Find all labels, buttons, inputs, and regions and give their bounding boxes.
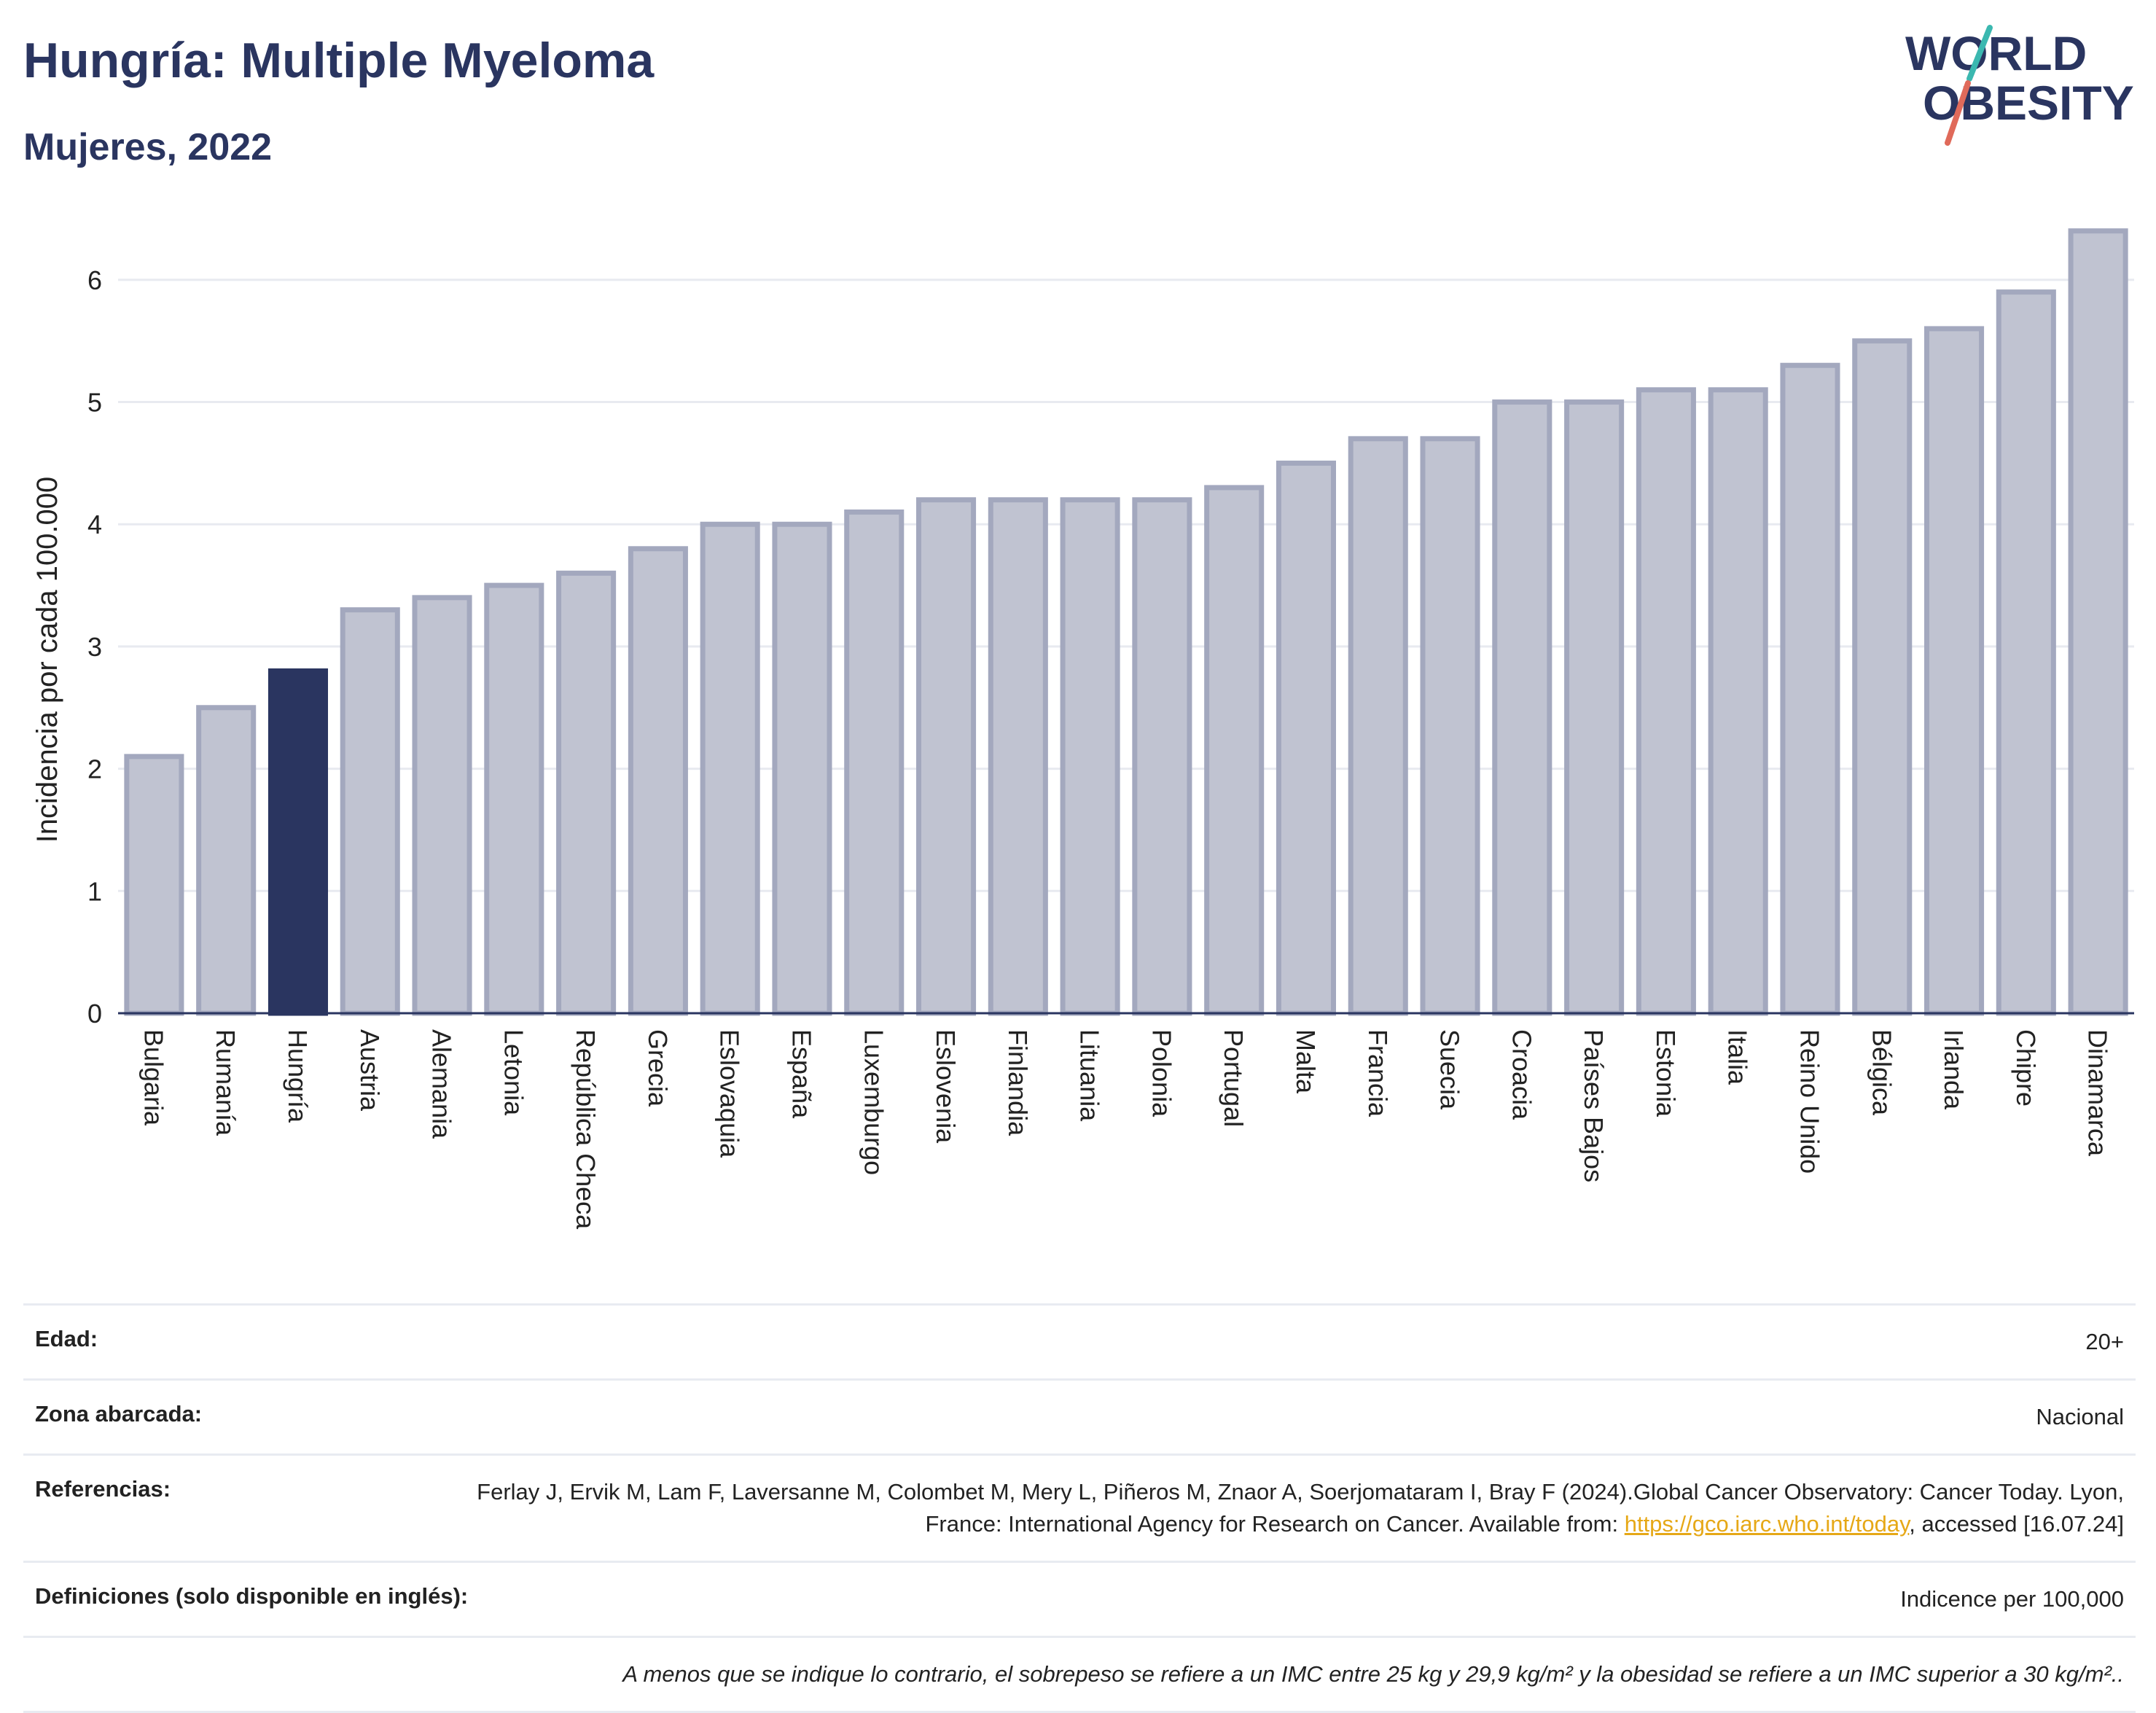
bar-suecia[interactable]	[1420, 436, 1480, 1016]
definitions-value: Indicence per 100,000	[1900, 1586, 2124, 1612]
bar-malta[interactable]	[1276, 460, 1337, 1016]
x-tick-label: Francia	[1363, 1029, 1393, 1117]
x-tick-label: Polonia	[1147, 1029, 1176, 1117]
references-link[interactable]: https://gco.iarc.who.int/today	[1624, 1511, 1910, 1537]
x-tick-label: Hungría	[283, 1029, 313, 1123]
x-tick-label: República Checa	[571, 1029, 601, 1230]
x-tick-label: Suecia	[1435, 1029, 1465, 1110]
x-tick-label: Croacia	[1507, 1029, 1536, 1120]
x-tick-label: Alemania	[427, 1029, 457, 1139]
bar-francia[interactable]	[1348, 436, 1408, 1016]
page-subtitle: Mujeres, 2022	[23, 126, 273, 168]
logo-slash-teal	[1966, 25, 1993, 82]
x-tick-label: Irlanda	[1939, 1029, 1969, 1110]
logo-text-world: WORLD	[1905, 26, 2087, 80]
x-tick-label: Austria	[355, 1029, 385, 1112]
bar-grecia[interactable]	[628, 546, 688, 1016]
x-tick-label: Rumanía	[211, 1029, 241, 1136]
info-table: Edad: 20+ Zona abarcada: Nacional Refere…	[23, 1303, 2136, 1713]
bar-chart: 0 1 2 3 4 5 6 Bulgaria Rumanía Hungría Austria Ale…	[31, 228, 2134, 1230]
bar-estonia[interactable]	[1636, 387, 1696, 1016]
info-row-note: A menos que se indique lo contrario, el …	[23, 1636, 2136, 1713]
x-tick-label: Países Bajos	[1579, 1029, 1609, 1182]
bars	[124, 228, 2128, 1016]
page-title: Hungría: Multiple Myeloma	[23, 33, 655, 88]
bar-bélgica[interactable]	[1852, 338, 1913, 1016]
bar-hungría[interactable]	[267, 668, 329, 1016]
bar-eslovenia[interactable]	[915, 497, 977, 1016]
bar-república-checa[interactable]	[556, 570, 617, 1016]
bar-chipre[interactable]	[1996, 289, 2056, 1016]
x-tick-label: Italia	[1723, 1029, 1753, 1085]
y-axis-label: Incidencia por cada 100.000	[31, 477, 63, 843]
y-tick-label: 3	[87, 632, 102, 662]
y-tick-label: 2	[87, 754, 102, 784]
x-tick-label: Letonia	[499, 1029, 528, 1116]
y-tick-label: 0	[87, 999, 102, 1029]
age-label: Edad:	[35, 1326, 98, 1351]
bar-alemania[interactable]	[412, 595, 472, 1016]
x-tick-label: Finlandia	[1003, 1029, 1033, 1136]
info-row-age: Edad: 20+	[23, 1303, 2136, 1378]
logo-slash-coral	[1945, 80, 1971, 146]
bar-croacia[interactable]	[1492, 399, 1552, 1016]
x-tick-label: Bélgica	[1867, 1029, 1897, 1116]
area-value: Nacional	[2036, 1404, 2124, 1429]
bar-españa[interactable]	[772, 521, 832, 1016]
info-row-definitions: Definiciones (solo disponible en inglés)…	[23, 1561, 2136, 1636]
bar-eslovaquia[interactable]	[700, 521, 760, 1016]
references-text: Ferlay J, Ervik M, Lam F, Laversanne M, …	[477, 1479, 2124, 1537]
age-value: 20+	[2085, 1329, 2124, 1354]
world-obesity-logo: WORLD OBESITY	[1905, 25, 2134, 146]
x-tick-label: Malta	[1291, 1029, 1321, 1094]
x-tick-label: Estonia	[1651, 1029, 1681, 1117]
x-tick-label: Luxemburgo	[859, 1029, 888, 1175]
references-value: Ferlay J, Ervik M, Lam F, Laversanne M, …	[462, 1476, 2124, 1540]
bar-irlanda[interactable]	[1923, 326, 1985, 1016]
x-tick-label: Chipre	[2011, 1029, 2041, 1107]
definitions-label: Definiciones (solo disponible en inglés)…	[35, 1583, 469, 1609]
y-axis-ticks: 0 1 2 3 4 5 6	[87, 265, 102, 1029]
x-tick-label: España	[786, 1029, 816, 1119]
bar-finlandia[interactable]	[988, 497, 1048, 1016]
bar-austria[interactable]	[340, 607, 400, 1016]
bar-países-bajos[interactable]	[1564, 399, 1625, 1016]
y-tick-label: 1	[87, 876, 102, 906]
bar-luxemburgo[interactable]	[844, 509, 905, 1016]
y-tick-label: 5	[87, 388, 102, 418]
x-axis-ticks: Bulgaria Rumanía Hungría Austria Alemania Let…	[138, 1029, 2112, 1230]
x-tick-label: Bulgaria	[138, 1029, 168, 1126]
x-tick-label: Portugal	[1219, 1029, 1249, 1127]
y-tick-label: 6	[87, 265, 102, 295]
bar-italia[interactable]	[1708, 387, 1768, 1016]
info-row-references: Referencias: Ferlay J, Ervik M, Lam F, L…	[23, 1453, 2136, 1561]
bar-rumanía[interactable]	[196, 705, 257, 1016]
x-tick-label: Reino Unido	[1794, 1029, 1824, 1174]
x-tick-label: Eslovenia	[931, 1029, 961, 1144]
x-tick-label: Eslovaquia	[715, 1029, 745, 1158]
area-label: Zona abarcada:	[35, 1401, 203, 1427]
bar-bulgaria[interactable]	[124, 754, 184, 1016]
y-tick-label: 4	[87, 510, 102, 539]
bar-portugal[interactable]	[1204, 485, 1265, 1016]
x-tick-label: Grecia	[643, 1029, 673, 1107]
references-tail: , accessed [16.07.24]	[1909, 1511, 2124, 1537]
x-tick-label: Dinamarca	[2083, 1029, 2113, 1157]
bar-letonia[interactable]	[484, 582, 544, 1016]
bar-polonia[interactable]	[1132, 497, 1192, 1016]
bar-reino-unido[interactable]	[1780, 362, 1840, 1016]
x-tick-label: Lituania	[1075, 1029, 1105, 1122]
references-label: Referencias:	[35, 1476, 171, 1502]
footnote: A menos que se indique lo contrario, el …	[622, 1661, 2124, 1687]
bar-dinamarca[interactable]	[2068, 228, 2128, 1016]
bar-lituania[interactable]	[1060, 497, 1120, 1016]
info-row-area: Zona abarcada: Nacional	[23, 1378, 2136, 1453]
